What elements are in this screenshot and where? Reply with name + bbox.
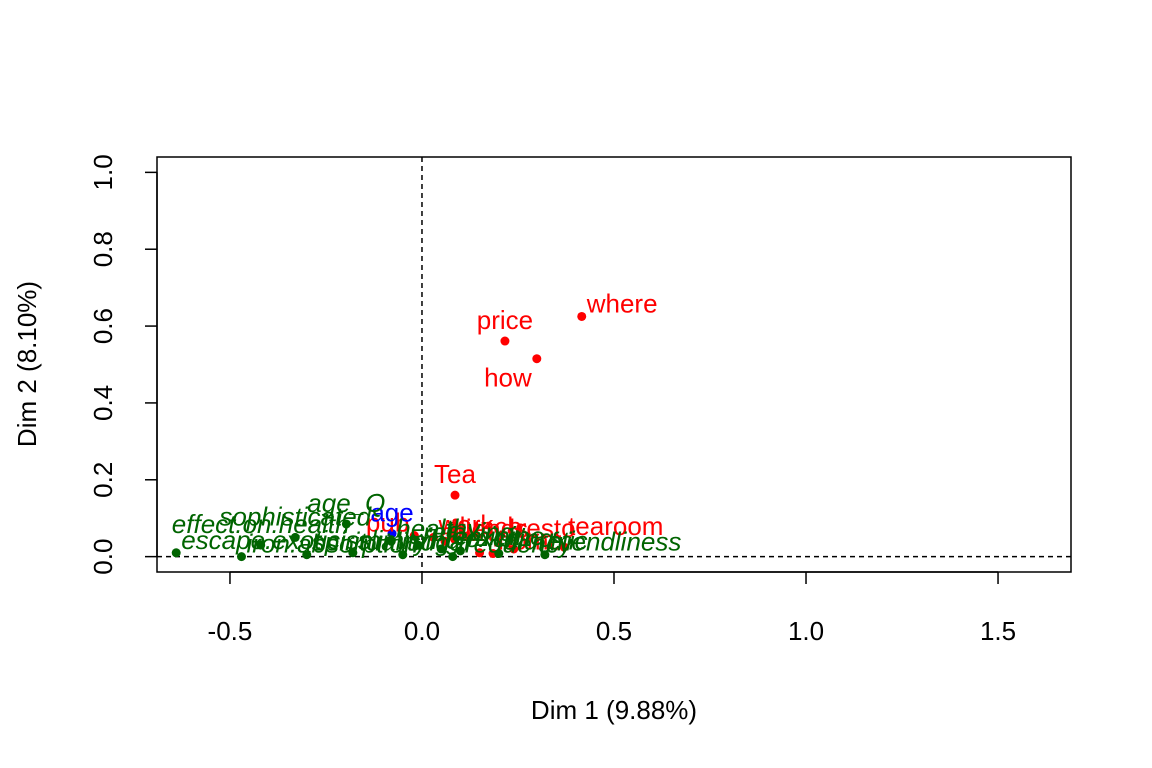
x-axis: -0.5 0.0 0.5 1.0 1.5: [208, 571, 1016, 646]
data-point: [455, 546, 465, 556]
x-tick-label: 1.0: [788, 616, 824, 646]
data-point: [341, 519, 351, 529]
y-axis-title: Dim 2 (8.10%): [12, 281, 42, 447]
data-points: [171, 311, 587, 562]
point-label: relaxing: [423, 517, 515, 547]
y-tick-label: 0.6: [88, 308, 118, 344]
point-label: home: [498, 526, 563, 556]
x-tick-label: 0.5: [596, 616, 632, 646]
point-label: escape.exoticism: [181, 525, 380, 555]
data-point: [386, 536, 396, 546]
data-point: [509, 544, 519, 554]
x-tick-label: 1.5: [980, 616, 1016, 646]
y-tick-label: 0.4: [88, 385, 118, 421]
data-point: [348, 548, 358, 558]
data-point: [450, 534, 460, 544]
point-label: resto: [518, 513, 576, 543]
data-point: [475, 548, 485, 558]
point-label: work: [438, 509, 495, 539]
data-point: [532, 354, 542, 364]
data-point: [429, 532, 439, 542]
point-label: diuretic: [504, 526, 588, 556]
point-label: healthy: [396, 513, 482, 543]
point-label: effect.on.health: [172, 509, 350, 539]
data-point: [409, 530, 419, 540]
point-label: feminine: [446, 521, 544, 551]
point-label: slimming: [358, 525, 461, 555]
data-point: [450, 490, 460, 500]
point-label: price: [477, 305, 533, 335]
y-tick-label: 0.8: [88, 231, 118, 267]
point-label: lunch: [460, 511, 522, 541]
x-tick-label: 0.0: [404, 616, 440, 646]
point-label: always: [440, 517, 519, 547]
point-label: friendliness: [550, 527, 682, 557]
point-label: sophisticated: [219, 501, 372, 531]
data-point: [577, 311, 587, 321]
point-label: iron.absorption: [246, 529, 418, 559]
data-point: [448, 552, 458, 562]
data-point: [500, 336, 510, 346]
point-label: age_Q: [307, 488, 385, 518]
y-tick-label: 1.0: [88, 154, 118, 190]
point-label: age: [370, 498, 413, 528]
point-label: frequency: [458, 529, 574, 559]
point-label: exciting: [465, 523, 554, 553]
y-tick-label: 0.2: [88, 462, 118, 498]
data-point: [436, 544, 446, 554]
point-label: tearoom: [568, 511, 663, 541]
point-label: spirituality: [312, 527, 430, 557]
data-point: [540, 550, 550, 560]
x-tick-label: -0.5: [208, 616, 253, 646]
reference-lines: [157, 157, 1071, 572]
point-label: sugar: [408, 527, 474, 557]
data-point: [387, 529, 397, 539]
data-point: [494, 549, 504, 559]
data-point: [290, 532, 300, 542]
point-label: pub: [366, 507, 409, 537]
y-axis: 0.0 0.2 0.4 0.6 0.8 1.0: [88, 154, 158, 575]
point-label: where: [586, 288, 658, 318]
point-label: Tea: [434, 459, 476, 489]
x-axis-title: Dim 1 (9.88%): [531, 695, 697, 725]
data-point: [559, 542, 569, 552]
data-point: [398, 550, 408, 560]
point-label: how: [484, 363, 532, 393]
data-point: [413, 540, 423, 550]
data-point: [236, 552, 246, 562]
data-point: [440, 536, 450, 546]
data-point: [256, 540, 266, 550]
data-point: [171, 548, 181, 558]
data-point: [302, 550, 312, 560]
y-tick-label: 0.0: [88, 539, 118, 575]
point-label: friends: [450, 513, 528, 543]
